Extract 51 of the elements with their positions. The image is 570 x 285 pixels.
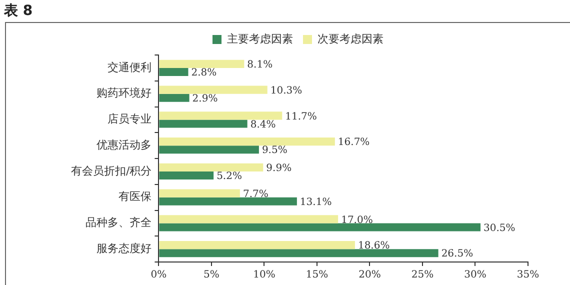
bar [159, 120, 248, 128]
bar [159, 86, 268, 94]
y-tick-label: 有会员折扣/积分 [70, 164, 152, 178]
data-label: 8.4% [250, 119, 276, 130]
data-label: 7.7% [242, 188, 268, 200]
text: 表 8 [4, 2, 33, 20]
x-tick-label: 5% [204, 270, 220, 281]
data-label: 9.5% [262, 145, 288, 156]
y-tick-label: 购药环境好 [96, 86, 152, 100]
bar [159, 189, 240, 198]
bar [159, 249, 438, 258]
bar [159, 197, 297, 206]
data-label: 16.7% [338, 137, 370, 148]
x-tick-label: 25% [411, 270, 434, 281]
legend-label: 次要考虑因素 [318, 32, 384, 46]
bar [159, 163, 264, 172]
bar [159, 60, 244, 68]
y-tick-label: 有医保 [118, 190, 152, 204]
x-tick-label: 30% [464, 270, 486, 281]
data-label: 26.5% [441, 248, 474, 260]
data-label: 10.3% [270, 85, 302, 96]
bar [159, 94, 190, 102]
bar [159, 68, 188, 76]
data-label: 5.2% [216, 171, 242, 182]
x-tick-label: 35% [516, 270, 540, 281]
y-tick-label: 交通便利 [108, 60, 152, 74]
bar [159, 223, 481, 232]
legend-label: 主要考虑因素 [227, 32, 293, 46]
y-tick-label: 服务态度好 [96, 242, 152, 255]
data-label: 17.0% [341, 214, 373, 226]
y-tick-label: 品种多、齐全 [86, 216, 152, 230]
bar [159, 215, 338, 224]
data-label: 8.1% [247, 60, 273, 71]
x-tick-label: 15% [306, 270, 328, 281]
bar [159, 138, 335, 146]
bar [159, 241, 355, 250]
y-tick-label: 店员专业 [108, 112, 152, 126]
x-tick-label: 10% [253, 270, 276, 281]
data-label: 2.8% [191, 68, 217, 79]
data-label: 11.7% [285, 111, 317, 122]
data-label: 9.9% [266, 163, 292, 174]
bar [159, 112, 282, 120]
x-tick-label: 0% [150, 270, 167, 281]
y-tick-label: 优惠活动多 [96, 138, 152, 152]
data-label: 18.6% [358, 240, 390, 252]
data-label: 2.9% [192, 93, 218, 104]
data-label: 30.5% [484, 222, 516, 234]
x-tick-label: 20% [358, 270, 381, 281]
data-label: 13.1% [300, 196, 332, 208]
bar [159, 171, 214, 180]
bar [159, 146, 259, 154]
